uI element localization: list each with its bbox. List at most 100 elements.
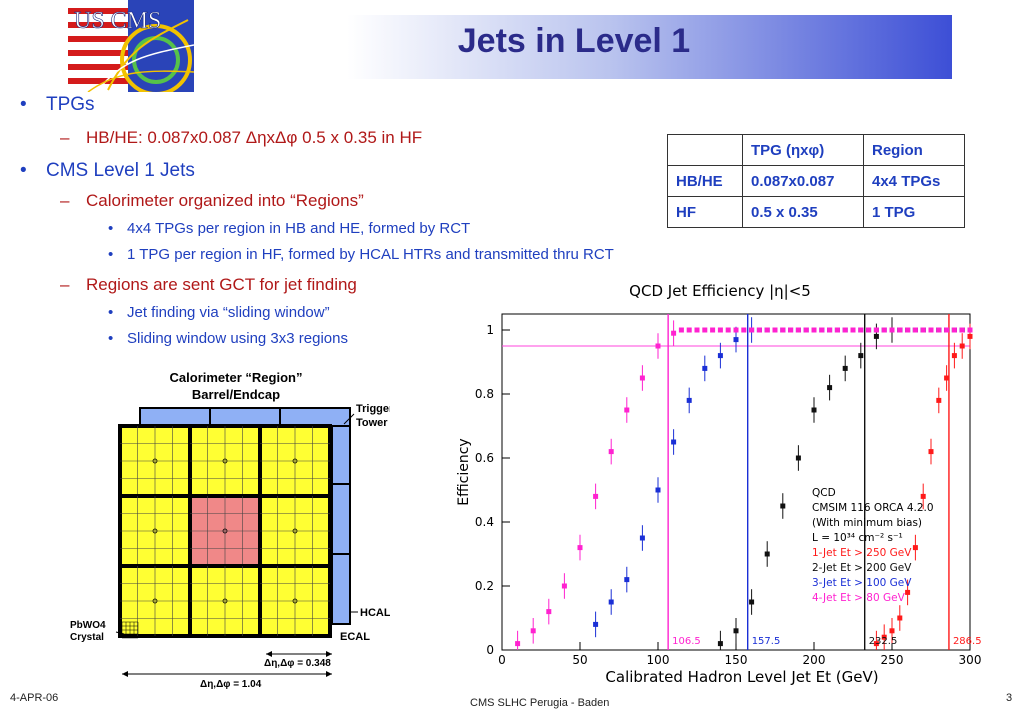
data-point — [912, 545, 918, 551]
crystal-label-2: Crystal — [70, 632, 104, 643]
data-point — [959, 327, 965, 333]
data-point — [717, 327, 723, 333]
data-point — [920, 327, 926, 333]
data-point — [811, 407, 817, 413]
table-cell: Region — [863, 134, 965, 166]
x-tick-label: 200 — [803, 653, 826, 667]
data-point — [733, 327, 739, 333]
table-cell: 0.5 x 0.35 — [742, 196, 864, 228]
data-point — [686, 397, 692, 403]
x-tick-label: 300 — [959, 653, 982, 667]
data-point — [702, 365, 708, 371]
data-point — [655, 343, 661, 349]
data-point — [686, 327, 692, 333]
threshold-label: 157.5 — [752, 636, 781, 647]
crystal-label-1: PbWO4 — [70, 620, 106, 631]
bullet-l1jets: CMS Level 1 Jets — [46, 160, 195, 181]
us-cms-logo: US CMS — [68, 0, 194, 92]
data-point — [608, 449, 614, 455]
data-point — [811, 327, 817, 333]
table-header-row: TPG (ηxφ) Region — [667, 134, 965, 166]
data-point — [780, 503, 786, 509]
data-point — [803, 327, 809, 333]
data-point — [850, 327, 856, 333]
bullet-tpgs: TPGs — [46, 94, 95, 115]
slide-title: Jets in Level 1 — [457, 22, 691, 60]
data-point — [530, 628, 536, 634]
ecal-label: ECAL — [340, 631, 370, 643]
x-tick-label: 150 — [725, 653, 748, 667]
data-point — [624, 407, 630, 413]
data-point — [546, 609, 552, 615]
diagram-title-line1: Calorimeter “Region” — [170, 370, 303, 385]
data-point — [795, 327, 801, 333]
footer-date: 4-APR-06 — [10, 692, 59, 704]
data-point — [608, 599, 614, 605]
data-point — [858, 353, 864, 359]
data-point — [795, 455, 801, 461]
data-point — [897, 615, 903, 621]
legend-entry: 3-Jet Et > 100 GeV — [812, 577, 912, 589]
chart-ylabel: Efficiency — [456, 438, 472, 505]
data-point — [764, 327, 770, 333]
data-point — [873, 333, 879, 339]
x-tick-label: 100 — [647, 653, 670, 667]
data-point — [967, 333, 973, 339]
bullet-window3x3: Sliding window using 3x3 regions — [127, 330, 348, 347]
dash: – — [60, 275, 70, 294]
x-tick-label: 50 — [572, 653, 587, 667]
table-row: HB/HE 0.087x0.087 4x4 TPGs — [667, 165, 965, 197]
data-point — [788, 327, 794, 333]
data-point — [858, 327, 864, 333]
bullet-gct: Regions are sent GCT for jet finding — [86, 275, 357, 294]
data-point — [951, 353, 957, 359]
trigger-tower-label-2: Tower — [356, 417, 388, 429]
hcal-layer — [139, 407, 351, 625]
data-point — [780, 327, 786, 333]
data-point — [920, 493, 926, 499]
chart-legend: QCD CMSIM 116 ORCA 4.2.0 (With minimum bia… — [812, 487, 934, 604]
data-point — [764, 551, 770, 557]
data-point — [873, 327, 879, 333]
data-point — [905, 589, 911, 595]
data-point — [897, 327, 903, 333]
data-point — [733, 628, 739, 634]
data-point — [577, 545, 583, 551]
x-tick-label: 250 — [881, 653, 904, 667]
bullet-dot: • — [108, 304, 114, 321]
legend-entry: 2-Jet Et > 200 GeV — [812, 562, 912, 574]
data-point — [842, 327, 848, 333]
bullet-dot: • — [108, 220, 114, 237]
data-point — [717, 641, 723, 647]
data-point — [889, 628, 895, 634]
data-point — [593, 621, 599, 627]
calorimeter-region-diagram: Calorimeter “Region” Barrel/Endcap Trigg… — [70, 370, 390, 690]
data-point — [827, 327, 833, 333]
dash: – — [60, 128, 70, 147]
data-point — [944, 327, 950, 333]
data-point — [905, 327, 911, 333]
bullet-hf: 1 TPG per region in HF, formed by HCAL H… — [127, 246, 614, 263]
bullet-dot: • — [108, 246, 114, 263]
y-tick-label: 0 — [486, 643, 494, 657]
data-point — [593, 493, 599, 499]
tpg-table: TPG (ηxφ) Region HB/HE 0.087x0.087 4x4 T… — [667, 134, 965, 228]
data-point — [928, 449, 934, 455]
hcal-label: HCAL — [360, 607, 390, 619]
data-point — [655, 487, 661, 493]
data-point — [959, 343, 965, 349]
bullet-tpgs-sub: HB/HE: 0.087x0.087 ΔηxΔφ 0.5 x 0.35 in H… — [86, 128, 423, 147]
dim-label-large: Δη,Δφ = 1.04 — [200, 679, 262, 690]
table-row: HF 0.5 x 0.35 1 TPG — [667, 196, 965, 228]
data-point — [725, 327, 731, 333]
x-tick-label: 0 — [498, 653, 506, 667]
data-point — [733, 337, 739, 343]
table-cell: TPG (ηxφ) — [742, 134, 864, 166]
legend-header-line: (With minimum bias) — [812, 517, 922, 529]
table-cell — [667, 134, 743, 166]
data-point — [710, 327, 716, 333]
data-point — [881, 327, 887, 333]
data-point — [819, 327, 825, 333]
table-cell: HF — [667, 196, 743, 228]
data-point — [967, 327, 973, 333]
